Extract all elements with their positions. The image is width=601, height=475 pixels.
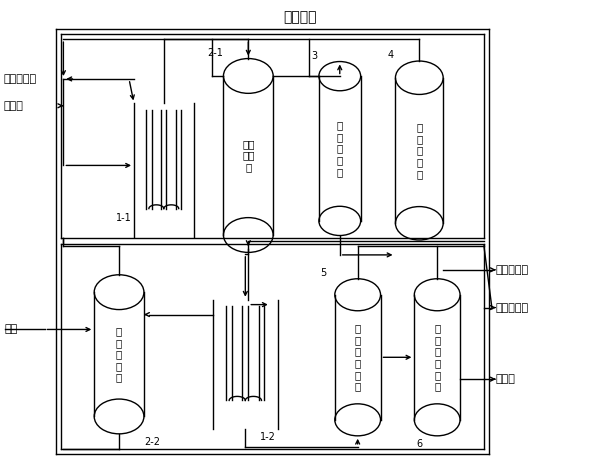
Text: 碳酸二甲酯: 碳酸二甲酯	[496, 265, 529, 275]
Text: 1-2: 1-2	[260, 432, 276, 442]
Text: 丙
二
醇
脱
轻
塔: 丙 二 醇 脱 轻 塔	[355, 323, 361, 391]
Text: 丙二醇: 丙二醇	[496, 374, 516, 384]
Text: 5: 5	[320, 268, 326, 278]
Text: 碳酸丙烯酯: 碳酸丙烯酯	[4, 74, 37, 84]
Text: 4: 4	[388, 50, 394, 60]
Text: 3: 3	[311, 50, 317, 61]
Text: 催化剂: 催化剂	[4, 101, 23, 111]
Text: 水及轻组分: 水及轻组分	[496, 303, 529, 313]
Text: 甲醇: 甲醇	[5, 324, 18, 334]
Text: 6: 6	[416, 439, 423, 449]
Text: 2-2: 2-2	[144, 437, 160, 447]
Text: 1-1: 1-1	[116, 213, 132, 223]
Text: 循环甲醇: 循环甲醇	[283, 10, 317, 24]
Text: 常
压
分
离
塔: 常 压 分 离 塔	[416, 122, 423, 179]
Text: 甲
醇
回
收
塔: 甲 醇 回 收 塔	[116, 326, 122, 382]
Text: 产物
分离
塔: 产物 分离 塔	[242, 139, 255, 172]
Text: 丙
二
醇
精
馏
塔: 丙 二 醇 精 馏 塔	[434, 323, 441, 391]
Text: 加
压
分
离
塔: 加 压 分 离 塔	[337, 120, 343, 177]
Text: 2-1: 2-1	[207, 48, 224, 57]
